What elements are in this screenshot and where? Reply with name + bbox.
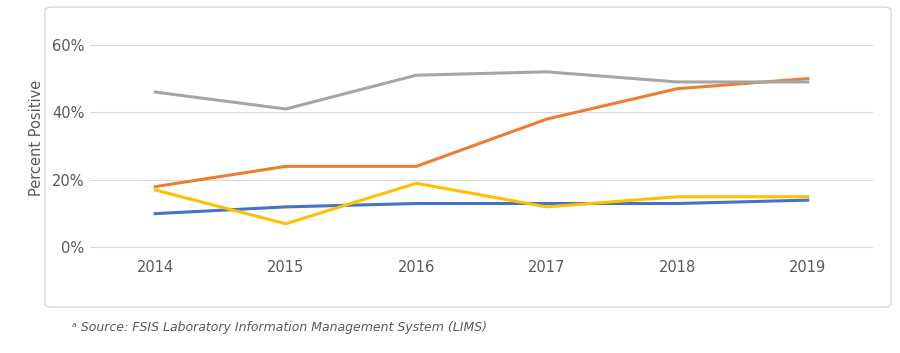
Y-axis label: Percent Positive: Percent Positive bbox=[29, 79, 43, 196]
Legend: Cattle, Chickens, Swine, Turkeys: Cattle, Chickens, Swine, Turkeys bbox=[272, 350, 691, 353]
Text: ᵃ Source: FSIS Laboratory Information Management System (LIMS): ᵃ Source: FSIS Laboratory Information Ma… bbox=[72, 321, 487, 334]
